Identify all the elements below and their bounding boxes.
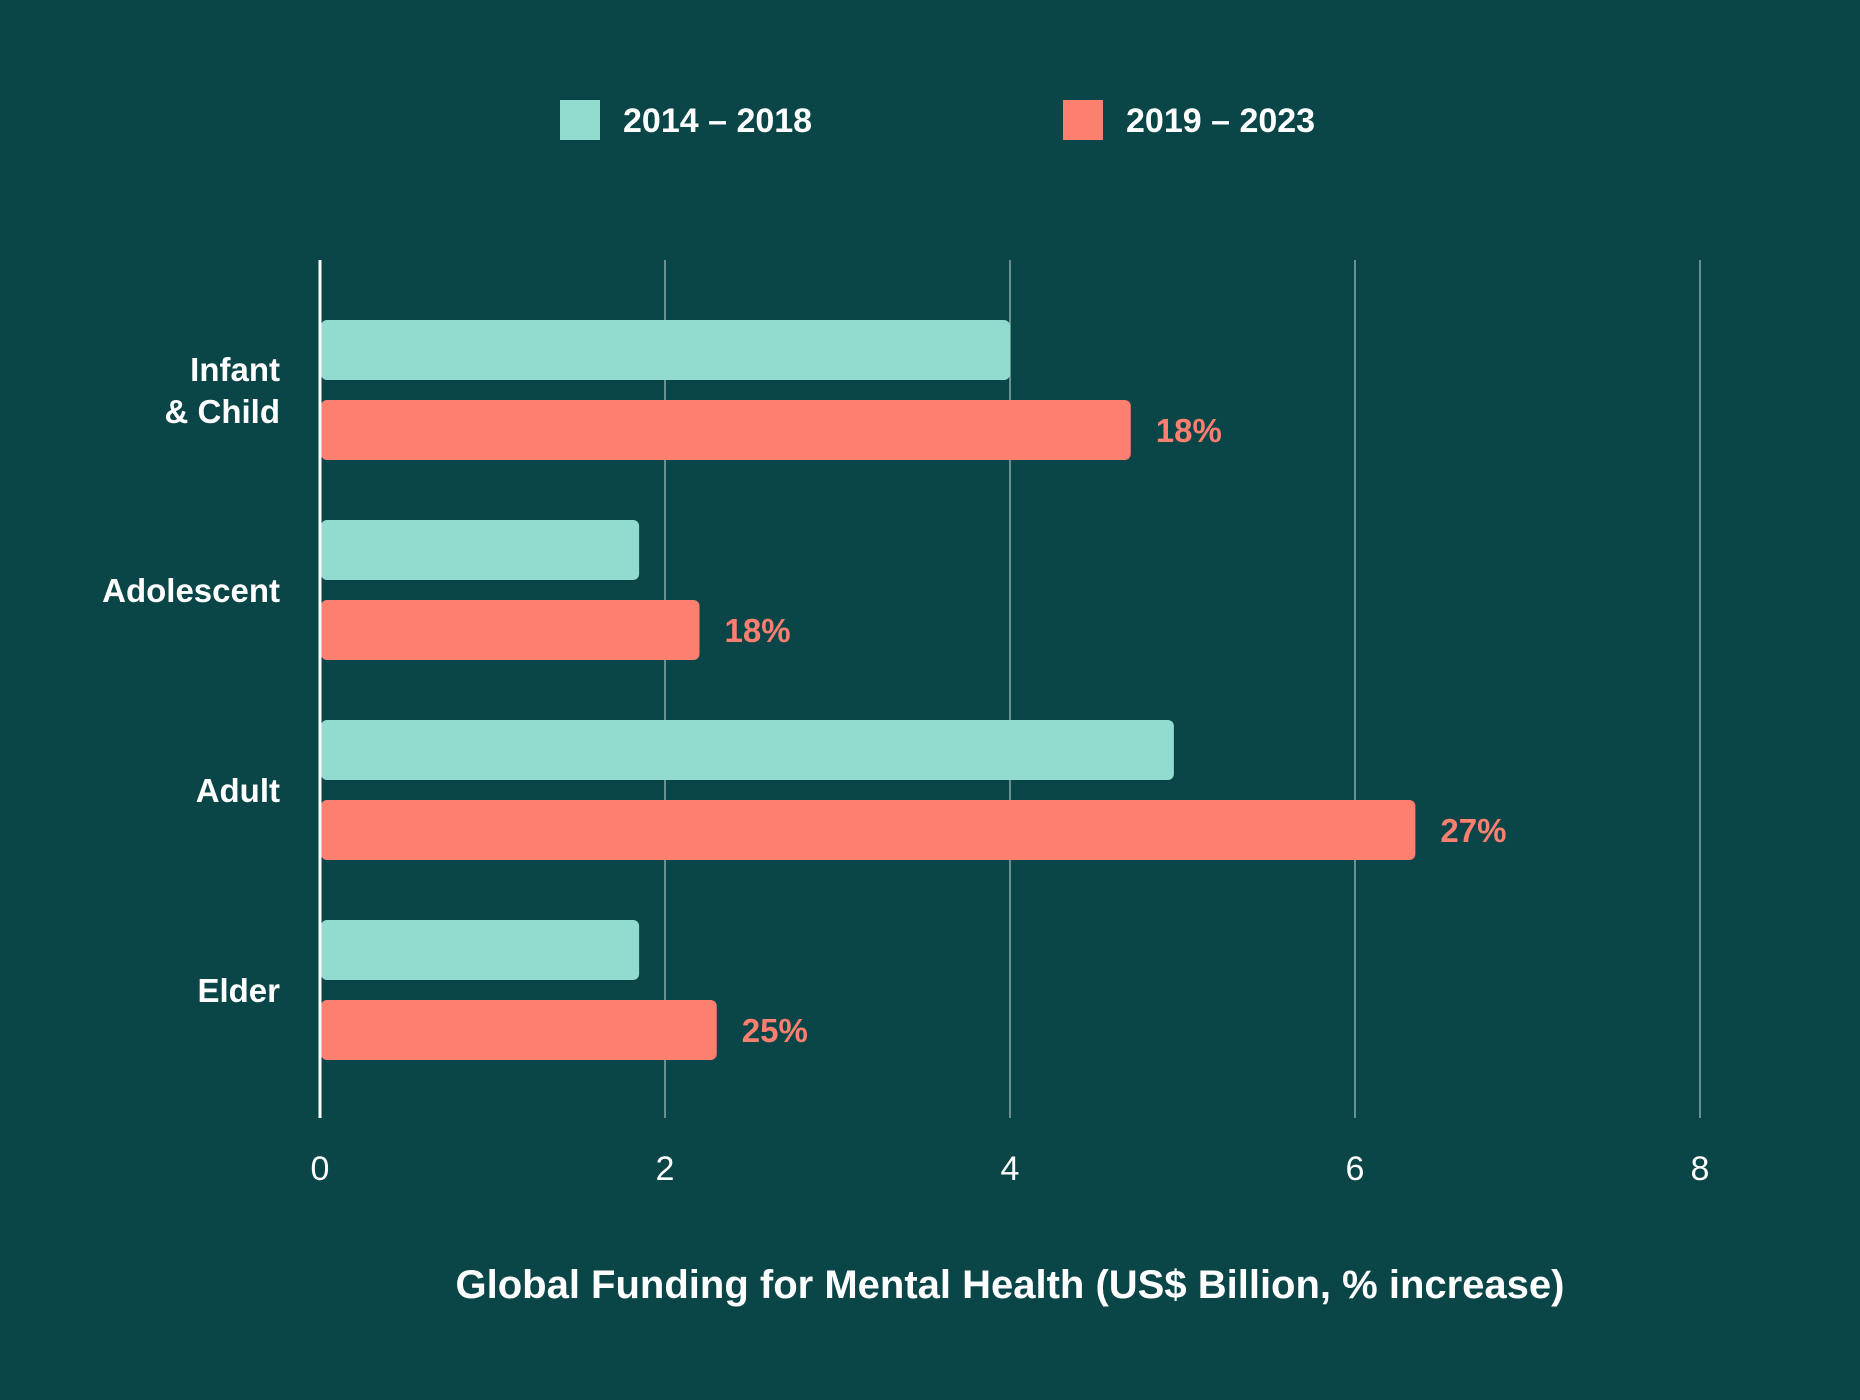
category-label-infant-child-line-1: Infant bbox=[190, 351, 280, 388]
x-tick-label-0: 0 bbox=[311, 1150, 330, 1188]
x-tick-label-4: 4 bbox=[1001, 1150, 1020, 1188]
x-tick-label-2: 2 bbox=[656, 1150, 675, 1188]
gridlines bbox=[664, 260, 1701, 1118]
x-tick-label-6: 6 bbox=[1346, 1150, 1365, 1188]
legend-label-series-1: 2014 – 2018 bbox=[623, 102, 812, 140]
bars bbox=[321, 320, 1416, 1060]
category-label-adolescent: Adolescent bbox=[102, 572, 280, 609]
bar-infant-child-series-2 bbox=[321, 400, 1131, 460]
bar-adolescent-series-1 bbox=[321, 520, 640, 580]
data-label-adult: 27% bbox=[1440, 812, 1506, 849]
data-label-adolescent: 18% bbox=[725, 612, 791, 649]
data-label-elder: 25% bbox=[742, 1012, 808, 1049]
x-tick-label-8: 8 bbox=[1691, 1150, 1710, 1188]
category-label-adult: Adult bbox=[196, 772, 280, 809]
data-label-infant-child: 18% bbox=[1156, 412, 1222, 449]
bar-adult-series-2 bbox=[321, 800, 1416, 860]
bar-adult-series-1 bbox=[321, 720, 1174, 780]
legend-swatch-series-2 bbox=[1063, 100, 1103, 140]
bar-adolescent-series-2 bbox=[321, 600, 700, 660]
category-label-infant-child-line-2: & Child bbox=[165, 393, 280, 430]
labels: 0 2 4 6 8 18% Infant & Child 18% Adolescent 27% Adu… bbox=[102, 351, 1709, 1188]
category-label-elder: Elder bbox=[197, 972, 280, 1009]
legend: 2014 – 2018 2019 – 2023 bbox=[560, 100, 1315, 140]
legend-swatch-series-1 bbox=[560, 100, 600, 140]
x-axis-title: Global Funding for Mental Health (US$ Bi… bbox=[455, 1263, 1564, 1307]
bar-elder-series-2 bbox=[321, 1000, 717, 1060]
legend-label-series-2: 2019 – 2023 bbox=[1126, 102, 1315, 140]
bar-infant-child-series-1 bbox=[321, 320, 1010, 380]
bar-elder-series-1 bbox=[321, 920, 640, 980]
